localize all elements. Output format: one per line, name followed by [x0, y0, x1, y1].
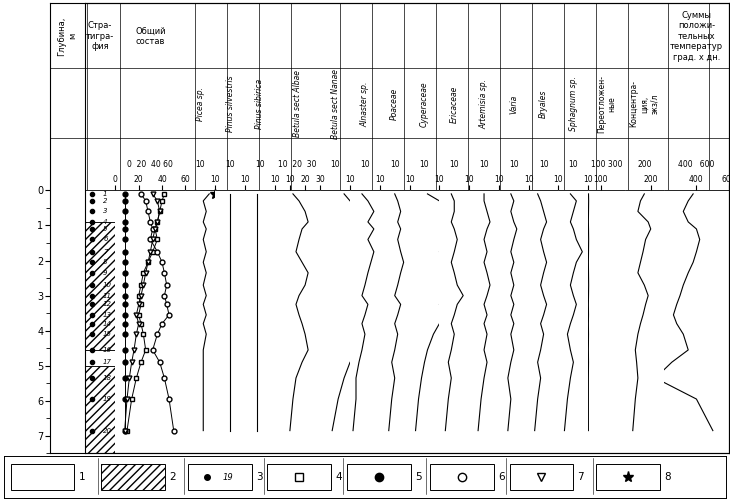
Text: 3: 3 — [103, 208, 107, 214]
Text: 8: 8 — [103, 260, 107, 265]
Text: 14: 14 — [103, 321, 112, 327]
Text: Poaceae: Poaceae — [391, 88, 399, 120]
Text: 7: 7 — [103, 249, 107, 255]
Text: 400   600: 400 600 — [678, 160, 715, 168]
Text: 1: 1 — [79, 472, 85, 482]
Bar — [267, 464, 331, 490]
Text: 4: 4 — [103, 219, 107, 225]
Text: 11: 11 — [103, 293, 112, 299]
Text: 10: 10 — [420, 160, 429, 168]
Text: 19: 19 — [223, 473, 234, 481]
Text: 12: 12 — [103, 302, 112, 307]
Text: 200: 200 — [637, 160, 652, 168]
Text: 10: 10 — [569, 160, 578, 168]
Bar — [101, 464, 165, 490]
Text: 10: 10 — [103, 282, 112, 288]
Text: Sphagnum sp.: Sphagnum sp. — [569, 77, 578, 131]
Text: 8: 8 — [664, 472, 671, 482]
Text: Концентра-
ция,
экз/л: Концентра- ция, экз/л — [629, 81, 659, 127]
Text: 10: 10 — [539, 160, 548, 168]
Text: 10: 10 — [360, 160, 369, 168]
Text: 2: 2 — [169, 472, 176, 482]
Text: Стра-
тигра-
фия: Стра- тигра- фия — [86, 22, 114, 51]
Text: 9: 9 — [103, 270, 107, 276]
Text: 1: 1 — [103, 191, 107, 197]
Text: 10  20  30: 10 20 30 — [278, 160, 317, 168]
Text: 4: 4 — [335, 472, 342, 482]
Text: Общий
состав: Общий состав — [135, 27, 166, 46]
Text: 18: 18 — [103, 375, 112, 381]
Bar — [430, 464, 493, 490]
Text: 0  20  40 60: 0 20 40 60 — [128, 160, 173, 168]
Bar — [188, 464, 252, 490]
Text: 10: 10 — [450, 160, 459, 168]
Text: Alnaster sp.: Alnaster sp. — [361, 81, 369, 127]
Text: 16: 16 — [103, 347, 112, 353]
Text: 10: 10 — [390, 160, 399, 168]
Text: Переотложен-
ные: Переотложен- ные — [597, 75, 616, 133]
Text: 7: 7 — [577, 472, 584, 482]
Text: Betula sect Nanae: Betula sect Nanae — [331, 69, 339, 139]
Text: 10: 10 — [509, 160, 518, 168]
Text: Varia: Varia — [510, 94, 518, 114]
Bar — [85, 350, 115, 366]
Text: Betula sect Albae: Betula sect Albae — [293, 71, 302, 137]
Bar — [85, 190, 115, 222]
Text: 19: 19 — [103, 396, 112, 402]
Text: 10: 10 — [196, 160, 205, 168]
Bar — [85, 366, 115, 453]
Text: 2: 2 — [103, 198, 107, 204]
Text: Ericaceae: Ericaceae — [450, 85, 458, 123]
Text: Bryales: Bryales — [539, 90, 548, 118]
Text: 5: 5 — [415, 472, 421, 482]
Text: Глубина,
м: Глубина, м — [58, 17, 77, 56]
Bar — [101, 464, 165, 490]
Text: 13: 13 — [103, 312, 112, 318]
Text: 6: 6 — [498, 472, 504, 482]
Text: Pinus sibirica: Pinus sibirica — [255, 79, 264, 129]
Bar — [596, 464, 660, 490]
Text: 20: 20 — [103, 428, 112, 433]
Text: 10: 10 — [479, 160, 489, 168]
Bar — [510, 464, 573, 490]
Text: 10: 10 — [255, 160, 265, 168]
Text: 17: 17 — [103, 359, 112, 365]
Text: 3: 3 — [256, 472, 263, 482]
Text: 10: 10 — [331, 160, 340, 168]
Text: 5: 5 — [103, 226, 107, 232]
Text: Cyperaceae: Cyperaceae — [420, 81, 429, 127]
Text: 15: 15 — [103, 331, 112, 337]
Bar — [347, 464, 410, 490]
Text: Artemisia sp.: Artemisia sp. — [480, 79, 488, 129]
Text: Picea sp.: Picea sp. — [196, 87, 205, 121]
Bar — [85, 222, 115, 350]
Text: 6: 6 — [103, 236, 107, 242]
Text: 100 300: 100 300 — [591, 160, 623, 168]
Text: Суммы
положи-
тельных
температур
град. х дн.: Суммы положи- тельных температур град. х… — [670, 11, 723, 62]
Text: 10: 10 — [226, 160, 235, 168]
Bar — [11, 464, 74, 490]
Text: Pinus silvestris: Pinus silvestris — [226, 76, 234, 132]
